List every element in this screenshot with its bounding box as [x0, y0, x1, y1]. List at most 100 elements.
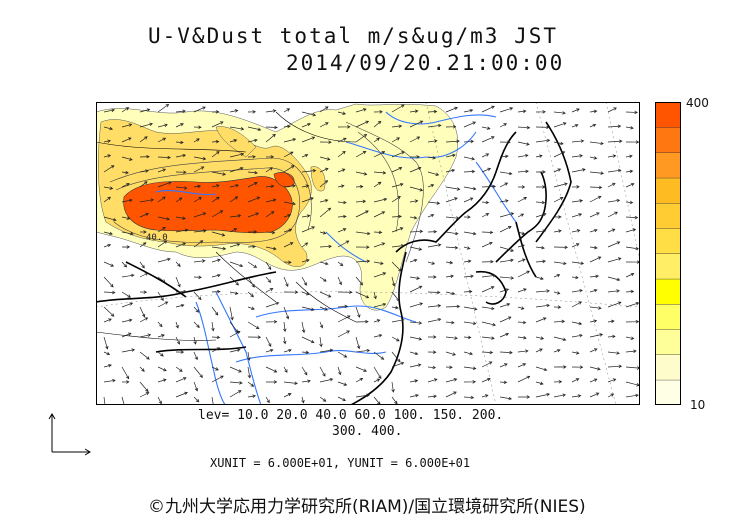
- wind-arrow: [265, 155, 275, 159]
- wind-arrow: [607, 198, 621, 203]
- wind-arrow: [409, 393, 419, 398]
- wind-arrow: [518, 185, 526, 189]
- wind-arrow: [571, 229, 581, 233]
- wind-arrow: [625, 349, 637, 353]
- wind-arrow: [409, 379, 419, 383]
- wind-arrow: [499, 363, 508, 368]
- wind-arrow: [265, 288, 274, 293]
- wind-arrow: [445, 246, 459, 250]
- wind-arrow: [517, 288, 527, 293]
- wind-arrow: [481, 286, 495, 293]
- wind-arrow: [139, 136, 148, 143]
- wind-arrow: [589, 123, 597, 128]
- wind-arrow: [265, 366, 278, 373]
- wind-arrow: [535, 317, 547, 323]
- wind-arrow: [481, 184, 497, 189]
- wind-arrow: [481, 126, 491, 130]
- wind-arrow: [139, 122, 154, 128]
- wind-arrow: [211, 210, 224, 218]
- wind-arrow: [301, 123, 311, 128]
- wind-arrow: [337, 276, 342, 286]
- wind-arrow: [103, 351, 111, 356]
- wind-arrow: [337, 228, 347, 233]
- wind-arrow: [553, 365, 567, 369]
- wind-arrow: [157, 257, 171, 263]
- wind-arrow: [409, 363, 422, 368]
- wind-arrow: [535, 110, 546, 114]
- wind-arrow: [625, 110, 638, 115]
- wind-arrow: [553, 393, 567, 398]
- wind-arrow: [445, 106, 458, 113]
- wind-arrow: [103, 364, 112, 368]
- colorbar-segment: [655, 278, 681, 305]
- wind-arrow: [427, 109, 438, 114]
- wind-arrow: [517, 375, 531, 383]
- wind-arrow: [247, 110, 257, 114]
- wind-arrow: [247, 306, 255, 310]
- wind-arrow: [337, 351, 348, 358]
- wind-arrow: [337, 366, 342, 376]
- wind-arrow: [319, 366, 326, 377]
- wind-arrow: [625, 393, 639, 398]
- wind-arrow: [625, 200, 634, 205]
- wind-arrow: [589, 306, 602, 310]
- wind-arrow: [607, 257, 622, 263]
- wind-arrow: [157, 168, 167, 173]
- wind-arrow: [355, 120, 370, 128]
- wind-arrow: [571, 394, 582, 398]
- wind-arrow: [301, 184, 310, 188]
- wind-arrow: [301, 336, 315, 344]
- wind-arrow: [229, 183, 240, 188]
- wind-arrow: [175, 216, 186, 220]
- wind-arrow: [319, 156, 331, 161]
- wind-arrow: [481, 167, 492, 173]
- wind-arrow: [571, 275, 579, 280]
- wind-arrow: [589, 156, 598, 160]
- wind-arrow: [589, 228, 598, 233]
- wind-arrow: [319, 377, 334, 383]
- wind-arrow: [409, 136, 421, 143]
- wind-arrow: [589, 171, 605, 175]
- wind-arrow: [355, 306, 361, 318]
- wind-arrow: [103, 165, 115, 173]
- wind-arrow: [103, 243, 112, 248]
- colorbar-max-label: 400: [686, 96, 709, 110]
- wind-arrow: [229, 214, 242, 218]
- wind-arrow: [157, 396, 162, 405]
- wind-arrow: [121, 198, 133, 203]
- wind-arrow: [175, 350, 185, 354]
- wind-arrow: [175, 377, 187, 383]
- wind-arrow: [463, 259, 472, 263]
- wind-arrow: [499, 226, 512, 233]
- wind-arrow: [103, 216, 117, 222]
- wind-arrow: [625, 289, 635, 294]
- wind-arrow: [571, 139, 585, 143]
- wind-arrow: [589, 256, 602, 263]
- wind-arrow: [481, 273, 497, 278]
- wind-arrow: [103, 306, 115, 317]
- wind-arrow: [139, 212, 150, 218]
- map-datetime: 2014/09/20.21:00:00: [286, 51, 565, 75]
- wind-arrow: [175, 391, 188, 398]
- wind-arrow: [535, 392, 551, 398]
- wind-arrow: [229, 228, 238, 233]
- wind-arrow: [229, 366, 242, 373]
- wind-arrow: [427, 184, 435, 188]
- wind-arrow: [589, 274, 600, 278]
- wind-arrow: [553, 197, 564, 203]
- wind-arrow: [139, 317, 149, 323]
- wind-arrow: [265, 133, 276, 143]
- wind-arrow: [193, 106, 206, 113]
- wind-arrow: [409, 336, 423, 341]
- wind-arrow: [428, 335, 437, 339]
- wind-arrow: [355, 199, 367, 204]
- wind-arrow: [265, 261, 272, 270]
- wind-arrow: [175, 170, 187, 175]
- wind-arrow: [409, 199, 419, 203]
- wind-arrow: [481, 306, 495, 311]
- wind-arrow: [229, 139, 238, 143]
- wind-arrow: [337, 150, 346, 158]
- wind-arrow: [319, 336, 323, 348]
- wind-arrow: [337, 214, 347, 219]
- wind-arrow: [301, 350, 310, 355]
